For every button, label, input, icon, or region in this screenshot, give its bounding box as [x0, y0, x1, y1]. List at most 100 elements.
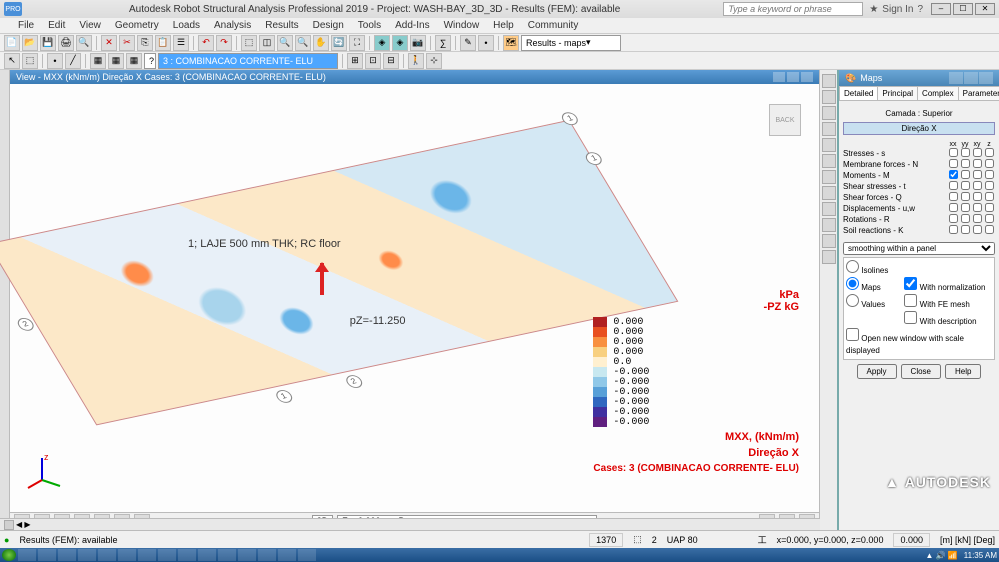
- tool-icon[interactable]: [822, 170, 836, 184]
- node-icon[interactable]: •: [478, 35, 494, 51]
- new-icon[interactable]: 📄: [4, 35, 20, 51]
- clock[interactable]: 11:35 AM: [964, 551, 997, 560]
- taskbar-item[interactable]: [78, 549, 96, 561]
- tab-parameter[interactable]: Parameter: [958, 86, 999, 100]
- redo-icon[interactable]: ↷: [216, 35, 232, 51]
- left-panel-strip[interactable]: [0, 70, 10, 530]
- tab-complex[interactable]: Complex: [917, 86, 959, 100]
- maps-close-button[interactable]: [979, 72, 993, 84]
- bar-sel-icon[interactable]: ╱: [65, 53, 81, 69]
- print-icon[interactable]: 🖨: [58, 35, 74, 51]
- maps-radio[interactable]: [846, 277, 859, 290]
- sel-icon[interactable]: ⬚: [22, 53, 38, 69]
- maximize-button[interactable]: ☐: [953, 3, 973, 15]
- taskbar-item[interactable]: [218, 549, 236, 561]
- taskbar-item[interactable]: [178, 549, 196, 561]
- normalization-check[interactable]: [904, 277, 917, 290]
- menu-file[interactable]: File: [12, 20, 40, 31]
- menu-community[interactable]: Community: [522, 20, 585, 31]
- taskbar-item[interactable]: [278, 549, 296, 561]
- tool-icon[interactable]: [822, 154, 836, 168]
- edit-icon[interactable]: ✎: [460, 35, 476, 51]
- pan-icon[interactable]: ✋: [313, 35, 329, 51]
- screenshot-icon[interactable]: 📷: [410, 35, 426, 51]
- view-cube[interactable]: BACK: [769, 104, 801, 136]
- menu-help[interactable]: Help: [487, 20, 520, 31]
- tool-icon[interactable]: [822, 74, 836, 88]
- tool-icon[interactable]: [822, 250, 836, 264]
- taskbar-item[interactable]: [18, 549, 36, 561]
- maps-min-button[interactable]: [949, 72, 963, 84]
- menu-geometry[interactable]: Geometry: [109, 20, 165, 31]
- tool-icon[interactable]: [822, 218, 836, 232]
- layers-icon[interactable]: ☰: [173, 35, 189, 51]
- man-icon[interactable]: 🚶: [408, 53, 424, 69]
- tool-icon[interactable]: [822, 202, 836, 216]
- axis-gizmo-icon[interactable]: z: [22, 450, 62, 490]
- zoom-icon[interactable]: 🔍: [277, 35, 293, 51]
- help-button[interactable]: Help: [945, 364, 981, 379]
- calc-icon[interactable]: ∑: [435, 35, 451, 51]
- direction-button[interactable]: Direção X: [843, 122, 995, 135]
- filter1-icon[interactable]: ▦: [90, 53, 106, 69]
- snap3-icon[interactable]: ⊟: [383, 53, 399, 69]
- menu-loads[interactable]: Loads: [167, 20, 206, 31]
- taskbar-item[interactable]: [98, 549, 116, 561]
- axis-icon[interactable]: ⊹: [426, 53, 442, 69]
- taskbar-item[interactable]: [298, 549, 316, 561]
- close-button[interactable]: Close: [901, 364, 941, 379]
- open-icon[interactable]: 📂: [22, 35, 38, 51]
- tool-icon[interactable]: [822, 138, 836, 152]
- menu-edit[interactable]: Edit: [42, 20, 71, 31]
- delete-icon[interactable]: ✕: [101, 35, 117, 51]
- taskbar-item[interactable]: [58, 549, 76, 561]
- values-radio[interactable]: [846, 294, 859, 307]
- rotate-icon[interactable]: 🔄: [331, 35, 347, 51]
- menu-design[interactable]: Design: [307, 20, 350, 31]
- tool-icon[interactable]: [822, 122, 836, 136]
- tool-icon[interactable]: [822, 106, 836, 120]
- tab-principal[interactable]: Principal: [877, 86, 918, 100]
- copy-icon[interactable]: ⎘: [137, 35, 153, 51]
- tray-icons[interactable]: ▲ 🔊 📶: [925, 551, 957, 560]
- tool-icon[interactable]: [822, 186, 836, 200]
- signin-link[interactable]: Sign In: [882, 4, 913, 15]
- menu-tools[interactable]: Tools: [352, 20, 387, 31]
- view-min-button[interactable]: [773, 72, 785, 82]
- minimize-button[interactable]: –: [931, 3, 951, 15]
- pointer-icon[interactable]: ↖: [4, 53, 20, 69]
- zoomout-icon[interactable]: 🔍: [295, 35, 311, 51]
- start-button[interactable]: [2, 549, 16, 561]
- femesh-check[interactable]: [904, 294, 917, 307]
- snap1-icon[interactable]: ⊞: [347, 53, 363, 69]
- taskbar-item[interactable]: [158, 549, 176, 561]
- case-num[interactable]: ?: [144, 53, 156, 69]
- tool-icon[interactable]: [822, 234, 836, 248]
- view-close-button[interactable]: [801, 72, 813, 82]
- node-sel-icon[interactable]: •: [47, 53, 63, 69]
- results-maps-icon[interactable]: 🗺: [503, 35, 519, 51]
- filter3-icon[interactable]: ▦: [126, 53, 142, 69]
- load-case-selector[interactable]: 3 : COMBINACAO CORRENTE- ELU: [158, 53, 338, 69]
- menu-window[interactable]: Window: [438, 20, 486, 31]
- taskbar-item[interactable]: [38, 549, 56, 561]
- save-icon[interactable]: 💾: [40, 35, 56, 51]
- search-input[interactable]: [723, 2, 863, 16]
- window-icon[interactable]: ◫: [259, 35, 275, 51]
- paste-icon[interactable]: 📋: [155, 35, 171, 51]
- smoothing-select[interactable]: smoothing within a panel: [843, 242, 995, 255]
- view-max-button[interactable]: [787, 72, 799, 82]
- menu-addins[interactable]: Add-Ins: [389, 20, 435, 31]
- select-icon[interactable]: ⬚: [241, 35, 257, 51]
- close-button[interactable]: ✕: [975, 3, 995, 15]
- apply-button[interactable]: Apply: [857, 364, 897, 379]
- cut-icon[interactable]: ✂: [119, 35, 135, 51]
- viewport-3d[interactable]: BACK 1 2 1 2 1 1; LAJE 500 mm THK; RC fl…: [10, 84, 819, 512]
- results-selector[interactable]: Results - maps ▾: [521, 35, 621, 51]
- menu-results[interactable]: Results: [259, 20, 304, 31]
- snap2-icon[interactable]: ⊡: [365, 53, 381, 69]
- menu-analysis[interactable]: Analysis: [208, 20, 257, 31]
- maps-max-button[interactable]: [964, 72, 978, 84]
- taskbar-item[interactable]: [258, 549, 276, 561]
- tool-icon[interactable]: [822, 90, 836, 104]
